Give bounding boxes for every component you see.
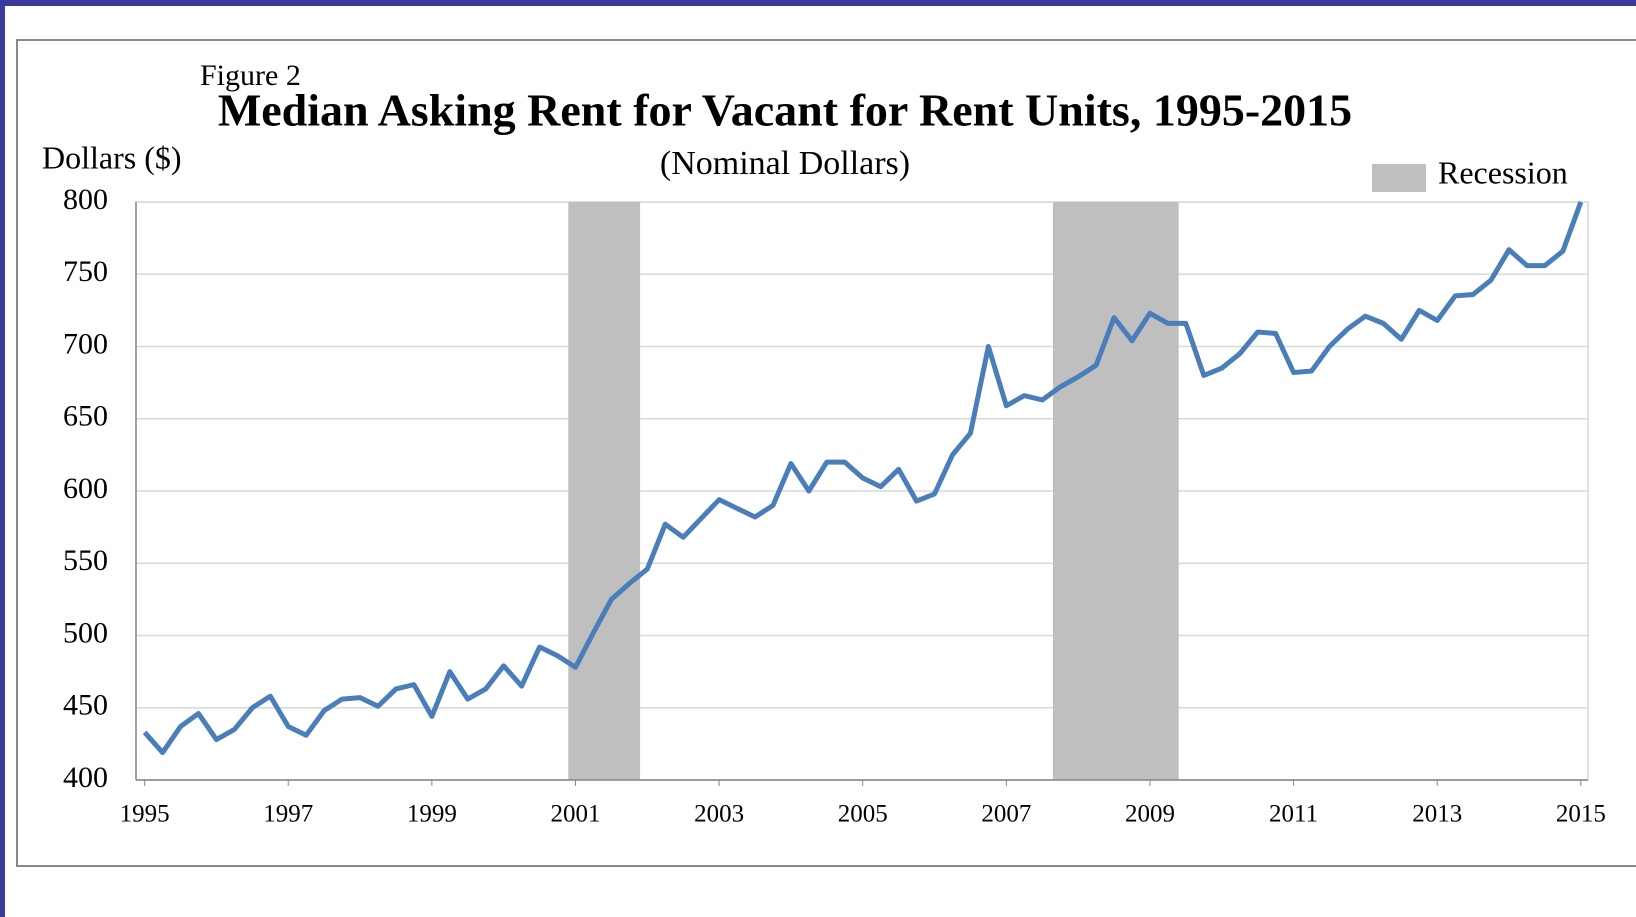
x-tick-label: 2015 xyxy=(1556,801,1606,828)
y-tick-label: 550 xyxy=(63,544,108,577)
y-tick-label: 700 xyxy=(63,327,108,360)
x-tick-label: 1995 xyxy=(120,801,170,828)
x-tick-label: 2007 xyxy=(981,801,1031,828)
y-tick-label: 800 xyxy=(63,183,108,216)
figure-label: Figure 2 xyxy=(200,59,301,92)
x-tick-label: 2001 xyxy=(550,801,600,828)
chart-frame xyxy=(16,39,1636,867)
x-tick-label: 1997 xyxy=(263,801,313,828)
y-tick-label: 450 xyxy=(63,689,108,722)
x-tick-label: 2005 xyxy=(838,801,888,828)
y-tick-label: 400 xyxy=(63,761,108,794)
data-line xyxy=(142,201,1584,756)
y-tick-label: 650 xyxy=(63,400,108,433)
x-tick-label: 2009 xyxy=(1125,801,1175,828)
legend-label: Recession xyxy=(1438,154,1568,190)
background xyxy=(5,6,1636,917)
legend-swatch xyxy=(1372,164,1426,192)
chart-subtitle: (Nominal Dollars) xyxy=(660,145,910,182)
y-tick-label: 500 xyxy=(63,616,108,649)
x-tick-label: 2013 xyxy=(1412,801,1462,828)
y-tick-label: 750 xyxy=(63,255,108,288)
recession-band xyxy=(1053,202,1179,780)
recession-band xyxy=(568,202,641,780)
x-tick-label: 2011 xyxy=(1269,801,1318,828)
y-tick-label: 600 xyxy=(63,472,108,505)
x-tick-label: 1999 xyxy=(407,801,457,828)
chart-title: Median Asking Rent for Vacant for Rent U… xyxy=(218,85,1352,136)
x-tick-label: 2003 xyxy=(694,801,744,828)
y-axis-label: Dollars ($) xyxy=(42,139,182,175)
